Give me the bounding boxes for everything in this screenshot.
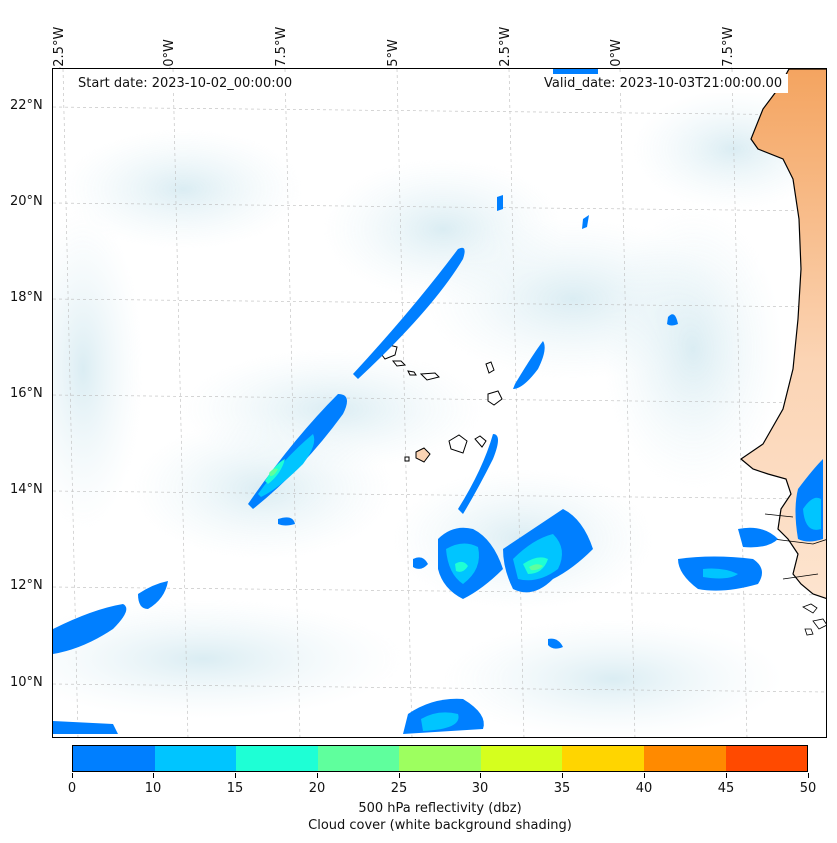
colorbar-tick-label: 0 [67, 781, 77, 796]
border-lines [764, 513, 826, 580]
colorbar-tick-label: 30 [471, 781, 489, 796]
colorbar-tick-label: 25 [390, 781, 408, 796]
map-panel [52, 68, 827, 738]
colorbar-label: 500 hPa reflectivity (dbz) [358, 801, 522, 816]
reflectivity-top-cell [553, 69, 598, 75]
meridian-line [619, 69, 636, 737]
colorbar-tick-label: 35 [553, 781, 571, 796]
colorbar-tick-label: 10 [144, 781, 162, 796]
map-canvas [53, 69, 826, 737]
reflectivity-10-15 [258, 434, 821, 731]
latitude-label: 14°N [10, 482, 43, 497]
colorbar-tick [480, 773, 481, 778]
africa-land [740, 69, 826, 599]
colorbar-tick [317, 773, 318, 778]
colorbar-tick-label: 50 [799, 781, 817, 796]
reflectivity-20-25 [269, 468, 543, 571]
colorbar-segment [643, 746, 726, 771]
colorbar-sublabel: Cloud cover (white background shading) [308, 818, 572, 833]
colorbar-tick [153, 773, 154, 778]
cape-verde-islands [378, 344, 503, 463]
colorbar-tick [726, 773, 727, 778]
colorbar-segment [562, 746, 644, 771]
colorbar-tick-label: 15 [226, 781, 244, 796]
colorbar [72, 745, 808, 772]
colorbar-segment [317, 746, 400, 771]
bissagos-islands [802, 603, 826, 636]
colorbar-segment [236, 746, 318, 771]
start-date-label: Start date: 2023-10-02_00:00:00 [72, 74, 299, 93]
latitude-label: 20°N [10, 194, 43, 209]
colorbar-segment [73, 746, 155, 771]
meridian-line [508, 69, 525, 737]
latitude-label: 18°N [10, 290, 43, 305]
latitude-label: 22°N [10, 98, 43, 113]
latitude-label: 16°N [10, 386, 43, 401]
valid-date-label: Valid_date: 2023-10-03T21:00:00.00 [538, 74, 789, 93]
latitude-label: 10°N [10, 675, 43, 690]
meridian-line [731, 69, 748, 737]
colorbar-segment [480, 746, 563, 771]
meridian-line [284, 69, 301, 737]
meridian-line [396, 69, 413, 737]
colorbar-tick-label: 40 [635, 781, 653, 796]
colorbar-tick [644, 773, 645, 778]
colorbar-tick [562, 773, 563, 778]
colorbar-segment [154, 746, 237, 771]
colorbar-segment [725, 746, 808, 771]
colorbar-tick [808, 773, 809, 778]
colorbar-tick [235, 773, 236, 778]
cloud-cover-shading [53, 89, 826, 737]
colorbar-tick [72, 773, 73, 778]
colorbar-segment [399, 746, 481, 771]
meridian-line [172, 69, 189, 737]
colorbar-tick [399, 773, 400, 778]
latitude-label: 12°N [10, 578, 43, 593]
colorbar-tick-label: 20 [308, 781, 326, 796]
colorbar-tick-label: 45 [717, 781, 735, 796]
